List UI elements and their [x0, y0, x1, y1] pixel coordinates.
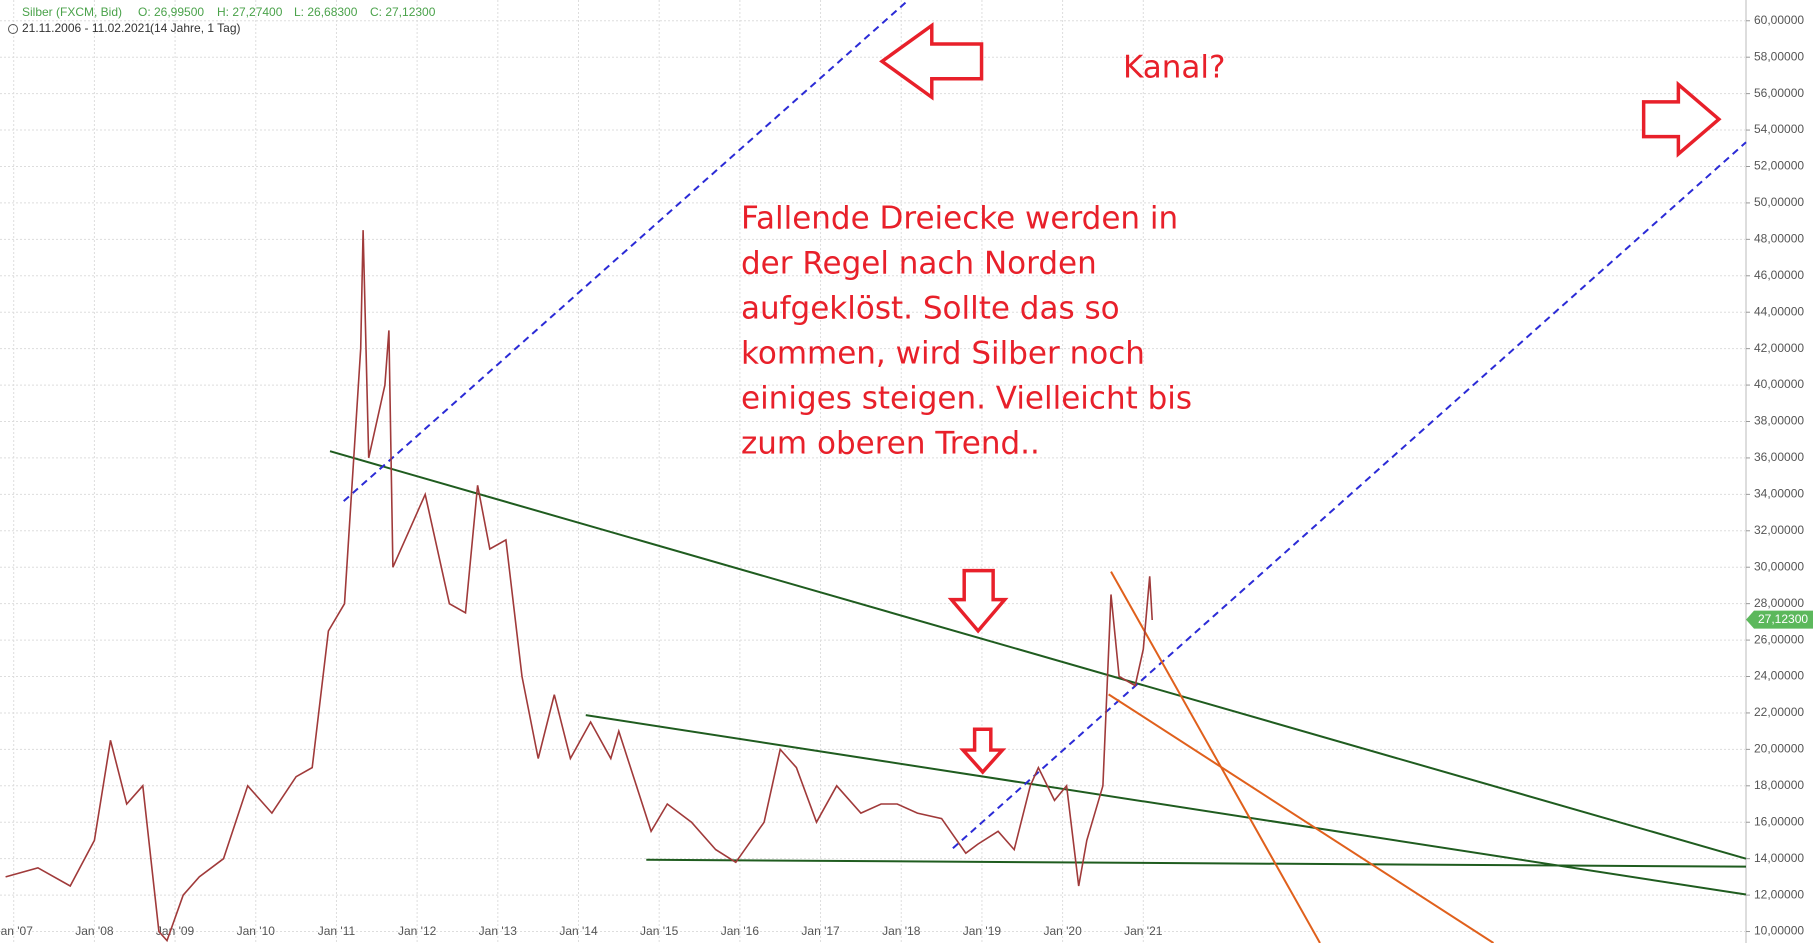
- y-tick-label: 54,00000: [1754, 122, 1804, 136]
- ohlc-close: C: 27,12300: [370, 5, 436, 19]
- y-tick-label: 50,00000: [1754, 195, 1804, 209]
- arrow-down: [947, 568, 1009, 634]
- x-tick-label: Jan '14: [559, 924, 598, 938]
- note-line: kommen, wird Silber noch: [741, 336, 1145, 372]
- trend-line: [1110, 571, 1321, 943]
- x-tick-label: Jan '18: [882, 924, 921, 938]
- plot: Jan '07 Jan '08 Jan '09 Jan '10 Jan '11 Jan '…: [0, 0, 1747, 943]
- y-tick-label: 12,00000: [1754, 887, 1804, 901]
- y-tick-label: 60,00000: [1754, 13, 1804, 27]
- x-tick-label: Jan '07: [0, 924, 33, 938]
- x-tick-label: Jan '17: [801, 924, 840, 938]
- arrow-right: [1641, 80, 1722, 158]
- x-tick-label: Jan '16: [721, 924, 760, 938]
- y-tick-label: 48,00000: [1754, 232, 1804, 246]
- y-tick-label: 44,00000: [1754, 304, 1804, 318]
- x-tick-label: Jan '15: [640, 924, 679, 938]
- price-label: 27,12300: [1758, 612, 1808, 626]
- note-line: Fallende Dreiecke werden in: [741, 201, 1178, 237]
- ohlc-low: L: 26,68300: [294, 5, 358, 19]
- trend-line: [343, 0, 910, 502]
- trend-line: [646, 858, 1747, 868]
- ohlc-high: H: 27,27400: [217, 5, 283, 19]
- y-tick-label: 40,00000: [1754, 377, 1804, 391]
- y-tick-label: 26,00000: [1754, 632, 1804, 646]
- note-line: einiges steigen. Vielleicht bis: [741, 381, 1192, 417]
- y-tick-label: 10,00000: [1754, 924, 1804, 938]
- note-line: der Regel nach Norden: [741, 246, 1097, 282]
- x-tick-label: Jan '10: [237, 924, 276, 938]
- arrow-down: [959, 727, 1007, 775]
- y-axis: 10,00000 12,00000 14,00000 16,00000 18,00000…: [1746, 13, 1813, 938]
- y-tick-label: 38,00000: [1754, 414, 1804, 428]
- y-tick-label: 32,00000: [1754, 523, 1804, 537]
- y-tick-label: 28,00000: [1754, 596, 1804, 610]
- x-tick-label: Jan '13: [479, 924, 518, 938]
- arrow-left: [879, 22, 984, 101]
- x-tick-label: Jan '09: [156, 924, 195, 938]
- y-tick-label: 22,00000: [1754, 705, 1804, 719]
- x-tick-label: Jan '08: [75, 924, 114, 938]
- ohlc-open: O: 26,99500: [138, 5, 204, 19]
- trend-line: [1108, 693, 1495, 943]
- note-line: zum oberen Trend..: [741, 426, 1040, 462]
- y-tick-label: 30,00000: [1754, 559, 1804, 573]
- instrument: Silber (FXCM, Bid): [22, 5, 122, 19]
- y-tick-label: 58,00000: [1754, 49, 1804, 63]
- note: Fallende Dreiecke werden in der Regel nac…: [741, 201, 1192, 462]
- clock-icon: [8, 24, 18, 34]
- y-tick-label: 42,00000: [1754, 341, 1804, 355]
- annotation: Kanal?: [1123, 50, 1226, 86]
- price-line: [5, 230, 1153, 943]
- y-tick-label: 56,00000: [1754, 86, 1804, 100]
- grid: [0, 0, 1746, 943]
- x-tick-label: Jan '19: [963, 924, 1002, 938]
- note-line: aufgeklöst. Sollte das so: [741, 291, 1120, 327]
- y-tick-label: 24,00000: [1754, 669, 1804, 683]
- x-tick-label: Jan '21: [1124, 924, 1163, 938]
- arrows: [879, 22, 1722, 775]
- y-tick-label: 36,00000: [1754, 450, 1804, 464]
- y-tick-label: 18,00000: [1754, 778, 1804, 792]
- x-tick-label: Jan '12: [398, 924, 437, 938]
- y-tick-label: 16,00000: [1754, 814, 1804, 828]
- period: (14 Jahre, 1 Tag): [150, 21, 241, 35]
- y-tick-label: 46,00000: [1754, 268, 1804, 282]
- x-tick-label: Jan '11: [318, 924, 356, 938]
- header: Silber (FXCM, Bid) O: 26,99500 H: 27,274…: [8, 5, 436, 35]
- y-tick-label: 20,00000: [1754, 742, 1804, 756]
- trend-line: [952, 141, 1747, 850]
- date-range: 21.11.2006 - 11.02.2021: [22, 21, 151, 35]
- x-tick-label: Jan '20: [1043, 924, 1082, 938]
- y-tick-label: 52,00000: [1754, 159, 1804, 173]
- trend-line: [329, 450, 1747, 860]
- price-marker: [1746, 610, 1813, 629]
- y-tick-label: 14,00000: [1754, 851, 1804, 865]
- y-tick-label: 34,00000: [1754, 487, 1804, 501]
